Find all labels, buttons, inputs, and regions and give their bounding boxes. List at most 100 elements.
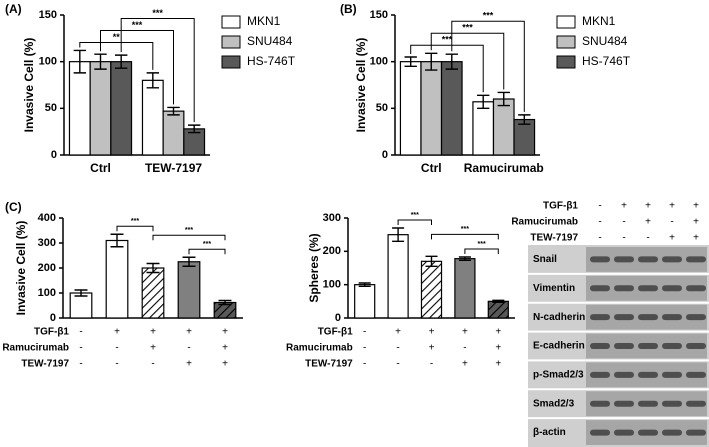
protein-label: N-cadherin <box>533 312 585 323</box>
error-bar <box>114 54 128 69</box>
treatment-sign: - <box>463 343 466 354</box>
bar <box>141 79 164 156</box>
treatment-sign: + <box>645 217 651 228</box>
band <box>590 371 610 378</box>
protein-label: p-Smad2/3 <box>533 369 584 380</box>
bracket <box>188 248 226 255</box>
y-tick-label: 300 <box>38 237 56 249</box>
significance-label: *** <box>462 23 473 33</box>
y-tick-label: 200 <box>38 262 56 274</box>
protein-label: Snail <box>533 254 557 265</box>
treatment-sign: + <box>693 201 699 212</box>
bar <box>399 61 422 156</box>
error-bar <box>358 282 371 288</box>
legend-swatch <box>221 15 241 29</box>
band <box>686 256 706 263</box>
treatment-sign: - <box>396 359 399 370</box>
treatment-sign: - <box>79 359 82 370</box>
treatment-sign: + <box>621 201 627 212</box>
error-bar <box>404 56 417 68</box>
bar <box>420 260 443 319</box>
band <box>638 429 658 436</box>
treatment-sign: - <box>646 233 649 244</box>
error-bar <box>182 256 196 267</box>
protein-label: Smad2/3 <box>533 398 575 409</box>
significance-label: *** <box>132 20 143 30</box>
legend-label: SNU484 <box>582 34 628 48</box>
bar <box>454 258 476 319</box>
x-tick-label: Ramucirumab <box>464 161 544 175</box>
treatment-sign: - <box>79 343 82 354</box>
treatment-sign: + <box>395 327 401 338</box>
y-tick-label: 0 <box>382 149 388 161</box>
bracket <box>120 17 195 123</box>
legend-label: SNU484 <box>247 34 293 48</box>
significance-label: *** <box>442 35 453 45</box>
treatment-sign: + <box>669 233 675 244</box>
band <box>614 343 634 349</box>
band <box>638 400 658 407</box>
x-tick-label: TEW-7197 <box>145 161 202 175</box>
treatment-label: TGF-β1 <box>318 327 353 338</box>
panel-label: (A) <box>5 2 22 16</box>
y-tick-label: 150 <box>370 9 388 21</box>
treatment-sign: + <box>462 327 468 338</box>
treatment-label: TEW-7197 <box>21 359 69 370</box>
error-bar <box>146 72 160 89</box>
y-tick-label: 100 <box>323 279 341 291</box>
treatment-sign: - <box>598 233 601 244</box>
treatment-sign: - <box>670 217 673 228</box>
significance-label: *** <box>483 11 494 21</box>
treatment-sign: - <box>396 343 399 354</box>
legend-swatch <box>556 15 576 29</box>
y-tick-label: 50 <box>45 102 57 114</box>
band <box>662 400 682 407</box>
band <box>662 429 682 436</box>
bar <box>177 261 201 319</box>
significance-label: *** <box>131 218 139 225</box>
error-bar <box>425 255 438 268</box>
legend-label: HS-746T <box>247 54 296 68</box>
error-bar <box>218 299 232 306</box>
bracket <box>464 248 499 254</box>
bracket <box>451 20 525 112</box>
bar <box>68 61 91 156</box>
band <box>638 314 658 321</box>
y-tick-label: 50 <box>376 102 388 114</box>
legend-swatch <box>221 35 241 49</box>
treatment-sign: + <box>669 201 675 212</box>
treatment-sign: + <box>222 359 228 370</box>
legend-swatch <box>556 35 576 49</box>
protein-label: E-cadherin <box>533 341 585 352</box>
x-tick-label: Ctrl <box>90 161 111 175</box>
treatment-sign: + <box>222 343 228 354</box>
band <box>662 371 682 378</box>
treatment-sign: - <box>363 343 366 354</box>
treatment-sign: - <box>622 217 625 228</box>
error-bar <box>73 49 87 74</box>
error-bar <box>94 53 107 70</box>
legend-label: MKN1 <box>582 14 616 28</box>
band <box>590 285 610 292</box>
bar <box>420 61 443 156</box>
bar <box>69 292 93 319</box>
error-bar <box>146 262 160 274</box>
y-tick-label: 100 <box>39 56 57 68</box>
band <box>662 314 682 321</box>
y-axis-label: Spheres (%) <box>307 233 321 302</box>
treatment-sign: + <box>495 343 501 354</box>
band <box>686 285 706 292</box>
significance-label: *** <box>185 227 193 234</box>
treatment-label: Ramucirumab <box>511 217 578 228</box>
band <box>638 343 658 349</box>
treatment-sign: - <box>115 359 118 370</box>
treatment-label: TEW-7197 <box>305 359 353 370</box>
bracket <box>430 32 505 90</box>
bar <box>162 110 185 156</box>
treatment-sign: + <box>222 327 228 338</box>
band <box>614 429 634 436</box>
bar <box>110 61 133 156</box>
band <box>614 314 634 321</box>
y-tick-label: 400 <box>38 212 56 224</box>
